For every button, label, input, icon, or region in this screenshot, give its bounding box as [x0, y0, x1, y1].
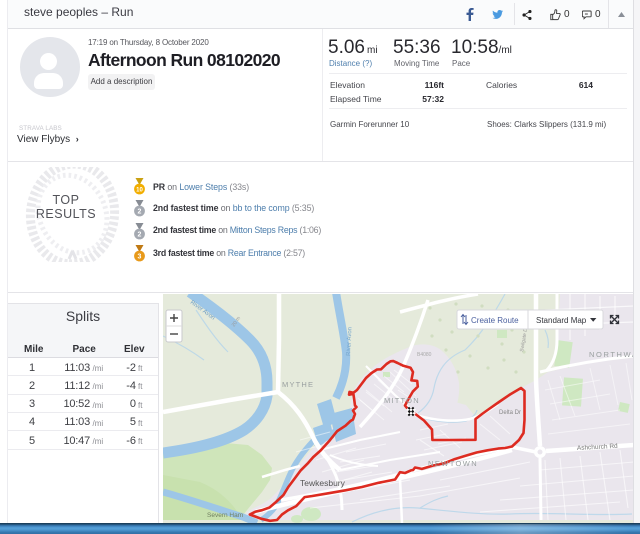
svg-text:Tewkesbury: Tewkesbury [300, 478, 346, 488]
svg-text:B4080: B4080 [417, 352, 432, 358]
svg-text:River Avon: River Avon [346, 327, 354, 356]
svg-text:3: 3 [138, 254, 142, 261]
svg-text:MITTON: MITTON [384, 396, 420, 405]
svg-text:Create Route: Create Route [471, 316, 519, 325]
svg-text:2: 2 [138, 209, 142, 216]
svg-text:MYTHE: MYTHE [282, 380, 314, 389]
svg-text:Ashchurch Rd: Ashchurch Rd [577, 443, 619, 452]
svg-text:10: 10 [136, 187, 143, 193]
svg-text:20 m: 20 m [231, 316, 242, 329]
svg-text:NEWTOWN: NEWTOWN [428, 459, 478, 468]
svg-text:NORTHWAY: NORTHWAY [589, 350, 634, 359]
svg-text:Delta Dr: Delta Dr [499, 410, 521, 416]
svg-text:Standard Map: Standard Map [536, 316, 587, 325]
svg-text:Severn Ham: Severn Ham [207, 512, 243, 519]
svg-text:Swilgate Dr: Swilgate Dr [519, 326, 529, 353]
svg-text:2: 2 [138, 231, 142, 238]
